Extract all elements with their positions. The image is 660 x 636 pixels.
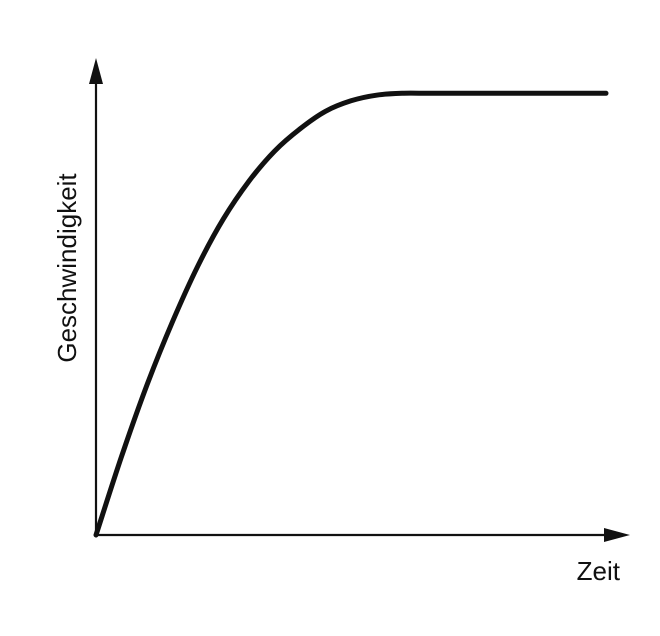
y-axis-label: Geschwindigkeit: [52, 173, 82, 363]
y-axis-arrow-icon: [89, 58, 103, 84]
series-line-0: [93, 90, 609, 538]
x-axis-arrow-icon: [604, 528, 630, 542]
x-axis-label: Zeit: [577, 556, 621, 586]
